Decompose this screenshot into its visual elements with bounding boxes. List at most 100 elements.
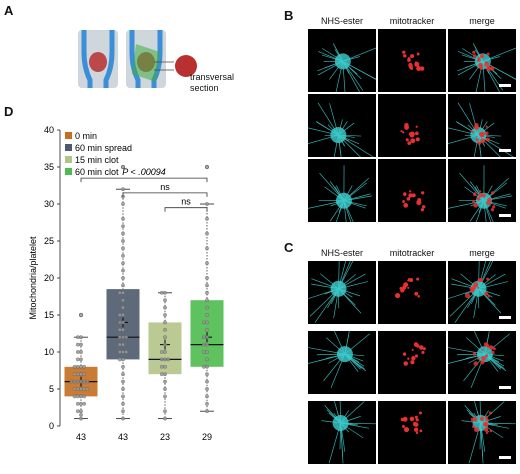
- data-point: [163, 372, 167, 377]
- data-point: [201, 342, 206, 347]
- micro-b-header-nhs: NHS-ester: [320, 16, 363, 26]
- data-point: [79, 387, 83, 391]
- data-point: [69, 379, 74, 384]
- data-point: [121, 216, 125, 221]
- data-point: [205, 327, 209, 332]
- data-point: [205, 357, 209, 362]
- data-point: [72, 394, 77, 399]
- data-point: [205, 298, 209, 303]
- data-point: [121, 320, 125, 325]
- data-point: [121, 379, 125, 384]
- data-point: [205, 401, 209, 406]
- data-point: [163, 364, 167, 369]
- sample-size-label: 43: [76, 432, 86, 442]
- data-point: [124, 350, 129, 354]
- y-axis-label: Mitochondria/platelet: [28, 236, 38, 320]
- significance-label: ns: [160, 182, 170, 192]
- legend-swatch: [65, 156, 72, 163]
- data-point: [117, 313, 122, 317]
- micro-cell-mito: [378, 94, 446, 157]
- sample-size-label: 43: [118, 432, 128, 442]
- data-point: [159, 350, 164, 354]
- micro-c-row-1: [308, 261, 516, 324]
- data-point: [163, 387, 167, 391]
- micro-cell-merge: [448, 331, 516, 394]
- y-tick-label: 35: [44, 162, 54, 172]
- data-point: [163, 342, 167, 347]
- data-point: [163, 298, 167, 303]
- data-point: [85, 379, 90, 384]
- micro-cell-nhs: [308, 159, 376, 222]
- data-point: [79, 342, 83, 347]
- y-tick-label: 20: [44, 273, 54, 283]
- data-point: [75, 409, 80, 414]
- y-tick-label: 40: [44, 125, 54, 135]
- panel-letter-c: C: [284, 240, 294, 255]
- data-point: [205, 320, 209, 325]
- data-point: [121, 290, 125, 295]
- data-point: [117, 357, 122, 362]
- legend-swatch: [65, 144, 72, 151]
- data-point: [121, 253, 125, 258]
- data-point: [205, 305, 209, 310]
- clot-1: [89, 52, 107, 72]
- legend-label: 15 min clot: [75, 155, 119, 165]
- data-point: [163, 327, 167, 332]
- data-point: [75, 387, 80, 391]
- data-point: [205, 216, 209, 221]
- micro-c-header-nhs: NHS-ester: [320, 248, 363, 258]
- data-point: [163, 335, 167, 340]
- sample-size-label: 29: [202, 432, 212, 442]
- data-point: [205, 246, 209, 251]
- legend-label: 60 min clot: [75, 167, 119, 177]
- significance-label: ns: [181, 197, 191, 207]
- section-disc: [175, 55, 197, 77]
- y-tick-label: 10: [44, 347, 54, 357]
- data-point: [201, 350, 206, 354]
- data-point: [75, 350, 80, 354]
- legend-swatch: [65, 168, 72, 175]
- data-point: [75, 357, 80, 362]
- data-point: [75, 372, 80, 377]
- data-point: [205, 313, 209, 317]
- micro-cell-mito: [378, 29, 446, 92]
- panel-letter-a: A: [4, 3, 14, 18]
- data-point: [159, 357, 164, 362]
- micro-cell-nhs: [308, 29, 376, 92]
- data-point: [121, 224, 125, 229]
- box-plot-chart: 0 5 10 15 20 25 30 35 40 Mitochondria/platelet 43 4…: [28, 125, 224, 442]
- data-point: [117, 327, 122, 332]
- data-point: [205, 394, 209, 399]
- data-point: [163, 379, 167, 384]
- data-point: [121, 305, 125, 310]
- data-point: [121, 394, 125, 399]
- micro-cell-merge: [448, 29, 516, 92]
- data-point: [121, 239, 125, 243]
- data-point: [121, 313, 125, 317]
- panel-letter-b: B: [284, 8, 294, 23]
- panel-letter-d: D: [4, 104, 14, 119]
- micro-cell-mito: [378, 401, 446, 464]
- data-point: [79, 409, 83, 414]
- data-point: [201, 335, 206, 340]
- data-point: [121, 283, 125, 288]
- data-point: [79, 335, 83, 340]
- significance-bracket: [164, 207, 208, 212]
- data-point: [121, 372, 125, 377]
- data-point: [205, 342, 209, 347]
- data-point: [75, 379, 80, 384]
- data-point: [121, 298, 125, 303]
- data-point: [121, 357, 125, 362]
- data-point: [121, 187, 125, 192]
- section-plane: [132, 44, 160, 82]
- scale-bar: [499, 456, 511, 459]
- data-point: [75, 401, 80, 406]
- micro-cell-merge: [448, 261, 516, 324]
- micro-cell-nhs: [308, 401, 376, 464]
- data-point: [163, 320, 167, 325]
- data-point: [124, 335, 129, 340]
- data-point: [121, 387, 125, 391]
- scale-bar: [499, 214, 511, 217]
- data-point: [205, 387, 209, 391]
- data-point: [163, 409, 167, 414]
